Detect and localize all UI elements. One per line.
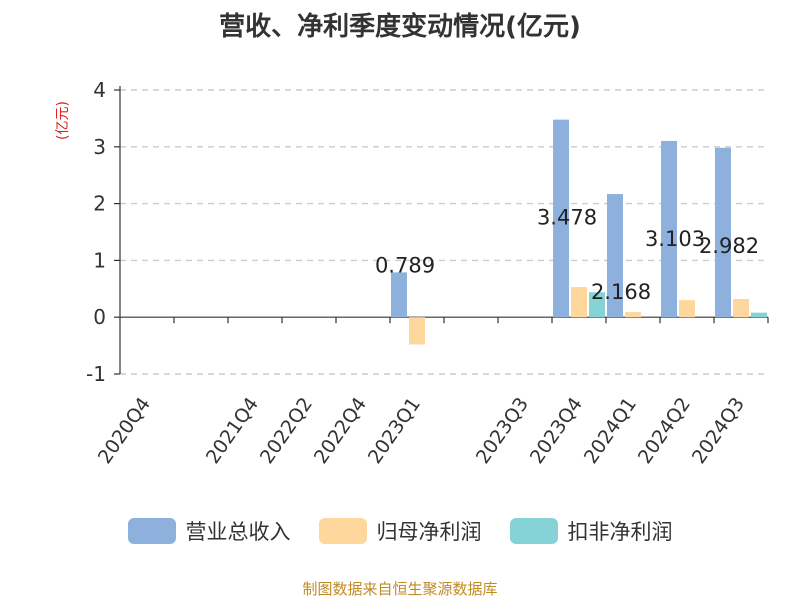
x-tick-label: 2021Q4 xyxy=(202,393,263,467)
x-tick-label: 2024Q1 xyxy=(580,393,641,467)
legend-swatch-net-profit xyxy=(318,518,367,544)
chart-title: 营收、净利季度变动情况(亿元) xyxy=(219,12,581,42)
legend-label-net-profit: 归母净利润 xyxy=(376,520,482,544)
bar-revenue xyxy=(715,147,731,318)
legend-item-net-profit[interactable]: 归母净利润 xyxy=(318,516,482,546)
bar-revenue xyxy=(553,119,569,318)
legend-swatch-deducted-profit xyxy=(509,518,558,544)
bar-net-profit xyxy=(625,312,641,318)
data-label: 2.168 xyxy=(591,280,651,304)
y-tick-label: 3 xyxy=(93,135,106,159)
data-label: 3.478 xyxy=(537,206,597,230)
legend-label-revenue: 营业总收入 xyxy=(185,520,291,544)
legend-swatch-revenue xyxy=(127,518,176,544)
x-tick-label: 2020Q4 xyxy=(94,393,155,467)
x-tick-label: 2023Q4 xyxy=(526,393,587,467)
bar-net-profit xyxy=(571,287,587,318)
grid-lines xyxy=(120,89,768,375)
bar-deducted-profit xyxy=(589,292,605,318)
legend: 营业总收入 归母净利润 扣非净利润 xyxy=(0,516,800,546)
y-tick-label: 1 xyxy=(93,248,106,272)
legend-label-deducted-profit: 扣非净利润 xyxy=(567,520,673,544)
bars xyxy=(391,119,767,345)
data-source: 制图数据来自恒生聚源数据库 xyxy=(302,580,498,598)
x-tick-label: 2022Q2 xyxy=(256,393,317,467)
y-tick-label: 4 xyxy=(93,78,106,102)
bar-revenue xyxy=(607,194,623,318)
data-label: 2.982 xyxy=(699,234,759,258)
x-tick-label: 2024Q3 xyxy=(688,393,749,467)
bar-net-profit xyxy=(679,300,695,318)
bar-revenue xyxy=(661,140,677,318)
x-tick-label: 2024Q2 xyxy=(634,393,695,467)
data-label: 3.103 xyxy=(645,227,705,251)
legend-item-revenue[interactable]: 营业总收入 xyxy=(127,516,291,546)
data-label: 0.789 xyxy=(375,253,435,277)
bar-revenue xyxy=(391,272,407,318)
y-tick-label: 2 xyxy=(93,192,106,216)
x-tick-label: 2023Q3 xyxy=(472,393,533,467)
y-tick-label: -1 xyxy=(86,362,106,386)
x-tick-label: 2022Q4 xyxy=(310,393,371,467)
axes xyxy=(114,86,769,375)
bar-net-profit xyxy=(733,299,749,318)
legend-item-deducted-profit[interactable]: 扣非净利润 xyxy=(509,516,673,546)
bar-net-profit xyxy=(409,317,425,345)
bar-deducted-profit xyxy=(751,312,767,318)
y-tick-label: 0 xyxy=(93,305,106,329)
x-tick-label: 2023Q1 xyxy=(364,393,425,467)
